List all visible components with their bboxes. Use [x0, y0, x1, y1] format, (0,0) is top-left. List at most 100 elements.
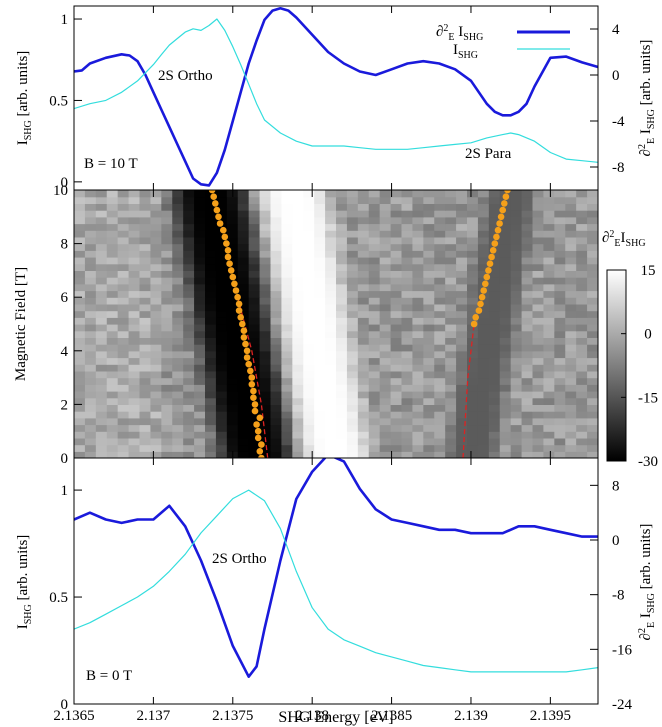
- heatmap-cell: [587, 424, 598, 432]
- heatmap-cell: [576, 370, 588, 379]
- heatmap-cell: [576, 223, 588, 231]
- heatmap-cell: [84, 243, 97, 251]
- heatmap-cell: [161, 310, 173, 318]
- heatmap-cell: [576, 196, 588, 204]
- heatmap-cell: [390, 370, 403, 379]
- heatmap-cell: [161, 250, 173, 258]
- heatmap-cell: [303, 290, 315, 298]
- heatmap-cell: [499, 370, 512, 379]
- heatmap-cell: [346, 196, 359, 204]
- heatmap-cell: [139, 330, 152, 338]
- heatmap-cell: [346, 411, 359, 419]
- heatmap-cell: [456, 417, 468, 426]
- heatmap-cell: [237, 364, 250, 372]
- heatmap-cell: [456, 190, 468, 198]
- heatmap-cell: [161, 270, 173, 278]
- heatmap-cell: [281, 203, 293, 211]
- heatmap-cell: [270, 223, 283, 231]
- heatmap-cell: [336, 324, 348, 332]
- heatmap-cell: [456, 250, 468, 258]
- heatmap-cell: [325, 257, 337, 265]
- heatmap-cell: [314, 243, 326, 251]
- heatmap-cell: [270, 203, 283, 211]
- bottom-panel-frame: [73, 457, 599, 705]
- heatmap-cell: [576, 377, 588, 385]
- heatmap-cell: [532, 324, 545, 332]
- x-axis-tick-label: 2.1395: [530, 708, 571, 724]
- heatmap-cell: [357, 437, 370, 446]
- heatmap-cell: [314, 330, 326, 338]
- heatmap-cell: [445, 236, 457, 245]
- heatmap-cell: [532, 317, 545, 325]
- heatmap-cell: [172, 223, 184, 231]
- heatmap-cell: [445, 357, 457, 365]
- heatmap-cell: [172, 344, 184, 352]
- heatmap-cell: [379, 397, 392, 405]
- heatmap-cell: [106, 411, 119, 419]
- heatmap-cell: [226, 357, 239, 365]
- heatmap-cell: [412, 377, 424, 385]
- heatmap-cell: [259, 431, 272, 439]
- heatmap-cell: [139, 404, 152, 412]
- heatmap-cell: [379, 203, 392, 211]
- heatmap-cell: [183, 330, 195, 338]
- heatmap-cell: [194, 424, 206, 432]
- heatmap-cell: [423, 236, 435, 245]
- heatmap-cell: [543, 337, 555, 345]
- heatmap-cell: [259, 283, 272, 292]
- heatmap-cell: [183, 337, 195, 345]
- heatmap-cell: [150, 216, 162, 225]
- heatmap-cell: [215, 377, 228, 385]
- heatmap-cell: [336, 424, 348, 432]
- heatmap-cell: [357, 297, 370, 305]
- heatmap-cell: [357, 384, 370, 392]
- heatmap-cell: [357, 377, 370, 385]
- heatmap-cell: [226, 417, 239, 426]
- heatmap-cell: [368, 263, 381, 271]
- heatmap-cell: [521, 317, 534, 325]
- heatmap-cell: [554, 243, 566, 251]
- heatmap-cell: [106, 330, 119, 338]
- heatmap-cell: [543, 317, 555, 325]
- heatmap-cell: [194, 344, 206, 352]
- heatmap-cell: [128, 250, 141, 258]
- heatmap-cell: [259, 344, 272, 352]
- heatmap-cell: [95, 216, 108, 225]
- heatmap-cell: [532, 270, 545, 278]
- peak-dot: [224, 247, 232, 254]
- heatmap-cell: [303, 210, 315, 218]
- heatmap-cell: [172, 451, 184, 458]
- heatmap-cell: [106, 424, 119, 432]
- heatmap-cell: [346, 190, 359, 198]
- peak-dot: [251, 401, 259, 408]
- heatmap-cell: [128, 330, 141, 338]
- heatmap-cell: [543, 344, 555, 352]
- peak-dot: [240, 334, 248, 341]
- heatmap-cell: [325, 283, 337, 292]
- heatmap-cell: [412, 437, 424, 446]
- heatmap-cell: [532, 310, 545, 318]
- peak-dot: [239, 320, 246, 328]
- heatmap-cell: [128, 290, 141, 298]
- heatmap-cell: [84, 324, 97, 332]
- heatmap-cell: [139, 431, 152, 439]
- heatmap-cell: [357, 424, 370, 432]
- heatmap-cell: [532, 203, 545, 211]
- heatmap-cell: [150, 391, 162, 399]
- heatmap-cell: [205, 397, 217, 405]
- heatmap-cell: [237, 391, 250, 399]
- heatmap-cell: [336, 431, 348, 439]
- heatmap-cell: [336, 290, 348, 298]
- heatmap-cell: [226, 377, 239, 385]
- heatmap-cell: [281, 424, 293, 432]
- heatmap-cell: [336, 417, 348, 426]
- heatmap-cell: [117, 270, 130, 278]
- heatmap-cell: [95, 317, 108, 325]
- heatmap-cell: [106, 196, 119, 204]
- heatmap-cell: [379, 424, 392, 432]
- heatmap-cell: [194, 437, 206, 446]
- heatmap-cell: [248, 236, 261, 245]
- heatmap-cell: [456, 270, 468, 278]
- heatmap-cell: [183, 196, 195, 204]
- heatmap-cell: [292, 364, 304, 372]
